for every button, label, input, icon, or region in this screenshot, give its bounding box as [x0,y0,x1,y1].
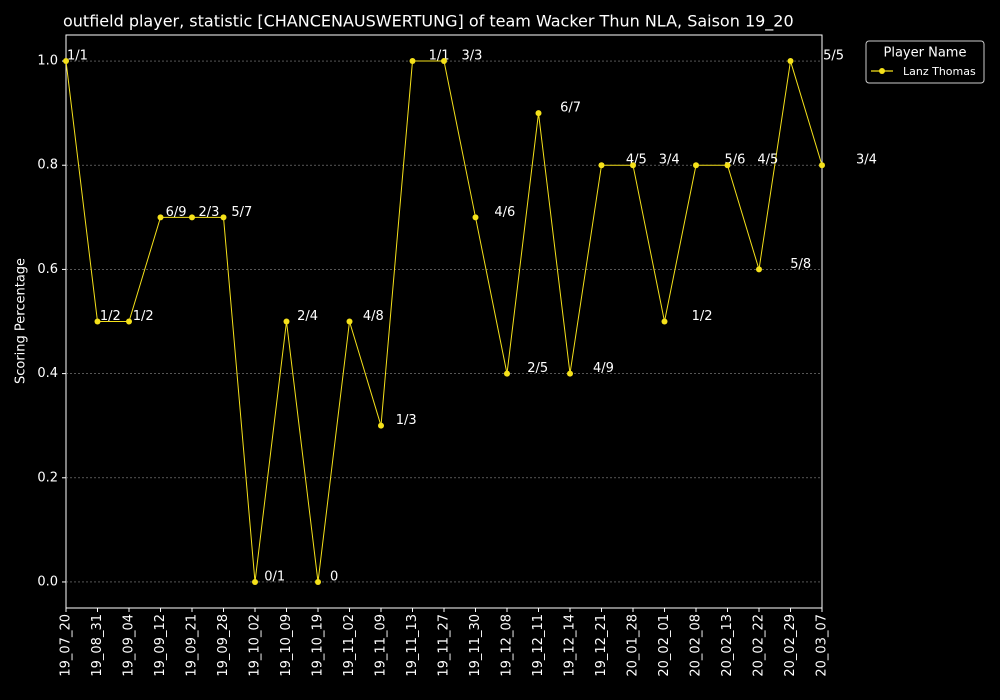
data-point [252,578,258,585]
data-label: 2/3 [199,205,220,220]
x-tick-label: 19_12_08 [500,614,515,677]
x-tick-label: 19_10_02 [248,614,263,677]
data-point [157,214,164,221]
data-point [441,58,447,65]
data-point [189,214,195,221]
x-tick-label: 20_02_08 [689,614,704,677]
data-point [535,110,542,117]
data-label: 5/8 [790,257,811,272]
data-label: 5/7 [231,205,252,220]
data-label: 4/8 [363,309,384,324]
data-point [598,162,605,169]
x-tick-label: 19_12_21 [594,614,609,677]
x-tick-label: 19_08_31 [90,614,105,677]
data-label: 1/2 [133,309,154,324]
data-label: 4/5 [626,153,647,168]
data-point [567,370,573,377]
data-point [378,422,384,429]
data-label: 3/4 [856,153,877,168]
data-point [315,578,321,585]
x-tick-label: 19_09_21 [185,614,200,677]
x-tick-label: 19_11_30 [468,614,483,677]
data-point [661,318,668,325]
chart-title: outfield player, statistic [CHANCENAUSWE… [63,12,794,32]
data-point [693,162,699,169]
data-label: 6/7 [560,101,581,116]
x-tick-label: 20_02_13 [720,614,735,677]
data-point [126,318,132,325]
legend-title: Player Name [884,46,967,61]
data-label: 5/5 [823,49,844,64]
data-label: 2/5 [527,361,548,376]
data-label: 1/1 [67,49,88,64]
data-point [220,214,227,221]
x-tick-label: 19_10_19 [311,614,326,677]
legend: Player Name Lanz Thomas [865,40,985,84]
data-label: 4/9 [593,361,614,376]
x-tick-label: 19_07_20 [59,614,74,677]
y-tick-label: 0.4 [37,366,58,381]
data-point [724,162,731,169]
x-tick-label: 19_09_04 [122,614,137,677]
x-tick-label: 19_12_11 [531,614,546,677]
data-label: 1/2 [692,309,713,324]
x-tick-label: 20_02_01 [657,614,672,677]
data-point [94,318,101,325]
data-label: 3/3 [462,49,483,64]
y-tick-label: 0.0 [37,574,58,589]
x-tick-label: 20_01_28 [626,614,641,677]
y-tick-label: 0.6 [37,262,58,277]
data-point [283,318,290,325]
data-label: 0 [330,569,338,584]
data-point [787,58,794,65]
data-point [409,58,416,65]
x-tick-label: 19_09_28 [216,614,231,677]
data-point [63,58,69,65]
legend-label: Lanz Thomas [903,65,976,78]
legend-marker [879,68,885,74]
x-tick-label: 20_02_22 [752,614,767,677]
y-tick-label: 0.8 [37,158,58,173]
x-tick-label: 20_02_29 [783,614,798,677]
x-tick-label: 19_09_12 [153,614,168,677]
x-tick-label: 19_12_14 [563,614,578,677]
x-tick-label: 19_11_13 [405,614,420,677]
data-label: 6/9 [166,205,187,220]
data-label: 3/4 [659,153,680,168]
data-label: 1/2 [100,309,121,324]
y-axis-label: Scoring Percentage [14,258,29,384]
data-label: 4/5 [757,153,778,168]
data-label: 4/6 [494,205,515,220]
data-label: 0/1 [264,569,285,584]
x-tick-label: 19_11_27 [437,614,452,677]
data-label: 1/3 [396,413,417,428]
data-point [756,266,762,273]
data-point [504,370,510,377]
x-tick-label: 19_11_02 [342,614,357,677]
data-point [472,214,479,221]
data-point [346,318,353,325]
data-point [819,162,825,169]
x-tick-label: 19_10_09 [279,614,294,677]
x-tick-label: 19_11_09 [374,614,389,677]
data-label: 2/4 [297,309,318,324]
x-tick-label: 20_03_07 [815,614,830,677]
y-tick-label: 1.0 [37,54,58,69]
data-point [630,162,636,169]
legend-box [865,40,985,84]
y-tick-label: 0.2 [37,470,58,485]
